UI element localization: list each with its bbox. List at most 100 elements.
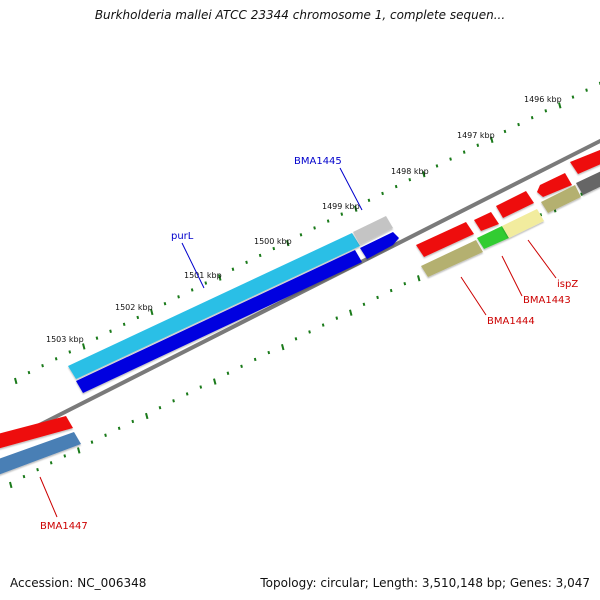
ruler-tick <box>340 212 344 216</box>
ruler-tick <box>571 95 575 99</box>
gene-labels[interactable]: BMA1445 purL ispZ BMA1443 BMA1444 BMA144… <box>39 156 578 532</box>
ruler-tick <box>158 405 162 410</box>
ruler-tick <box>476 143 480 147</box>
ruler-tick <box>226 371 230 375</box>
ruler-tick <box>530 115 534 120</box>
feature-green[interactable] <box>477 226 509 249</box>
ruler-tick <box>267 350 271 355</box>
callout-line-BMA1444 <box>460 276 487 316</box>
ruler-label: 1503 kbp <box>46 335 84 344</box>
feature-red-5[interactable] <box>570 146 600 174</box>
ruler-tick <box>199 385 203 389</box>
feature-red-1[interactable] <box>416 222 474 257</box>
ruler-tick <box>417 275 421 282</box>
ruler-tick <box>245 260 248 265</box>
ruler-label: 1497 kbp <box>457 131 495 140</box>
ruler-tick <box>253 357 257 362</box>
gene-label-purL[interactable]: purL <box>171 231 194 242</box>
ruler-tick <box>349 309 353 316</box>
ruler-tick <box>49 461 53 465</box>
ruler-label: 1502 kbp <box>115 303 153 312</box>
gene-label-ispZ[interactable]: ispZ <box>557 279 578 290</box>
callout-line-ispZ <box>527 239 557 279</box>
callout-line-BMA1443 <box>501 255 523 297</box>
feature-olive-right[interactable] <box>541 185 581 213</box>
ruler-tick <box>313 226 316 230</box>
callout-line-BMA1447 <box>39 476 58 518</box>
callout-line-purL <box>181 242 205 289</box>
ruler-tick <box>131 419 135 424</box>
ruler-tick <box>503 129 507 134</box>
ruler-tick <box>367 198 371 203</box>
ruler-tick <box>381 191 384 196</box>
feature-BMA1444[interactable] <box>421 240 483 277</box>
ruler-tick <box>558 102 562 109</box>
ruler-label: 1501 kbp <box>184 271 222 280</box>
ruler-tick <box>422 171 426 178</box>
ruler-labels: 1496 kbp 1497 kbp 1498 kbp 1499 kbp 1500… <box>46 95 562 344</box>
ruler-tick <box>54 357 58 361</box>
ruler-tick <box>539 213 543 217</box>
ruler-tick <box>272 246 276 251</box>
feature-track[interactable] <box>0 146 600 478</box>
callout-line-BMA1445 <box>339 167 363 211</box>
topology-summary: Topology: circular; Length: 3,510,148 bp… <box>260 576 590 590</box>
ruler-tick <box>213 378 217 385</box>
ruler-tick <box>117 426 121 431</box>
feature-darkgray-right[interactable] <box>576 167 600 195</box>
ruler-tick <box>163 301 167 306</box>
ruler-label: 1496 kbp <box>524 95 562 104</box>
ruler-tick <box>177 295 180 299</box>
gene-label-BMA1444[interactable]: BMA1444 <box>487 316 535 327</box>
gene-label-BMA1445[interactable]: BMA1445 <box>294 156 342 167</box>
ruler-tick <box>145 412 149 420</box>
ruler-tick <box>544 109 548 113</box>
ruler-tick <box>408 177 412 182</box>
ruler-tick <box>218 274 222 281</box>
ruler-label: 1500 kbp <box>254 237 292 246</box>
ruler-tick <box>376 295 379 300</box>
ruler-tick <box>22 474 26 479</box>
ruler-tick <box>63 454 67 458</box>
ruler-tick <box>403 281 407 286</box>
accession-text: Accession: NC_006348 <box>10 576 147 590</box>
ruler-tick <box>326 219 330 223</box>
ruler-tick <box>240 364 243 369</box>
backbone-line <box>0 138 600 448</box>
ruler-label: 1499 kbp <box>322 202 360 211</box>
ruler-tick <box>435 164 439 168</box>
map-title: Burkholderia mallei ATCC 23344 chromosom… <box>94 8 506 22</box>
feature-BMA1445[interactable] <box>76 250 362 393</box>
feature-red-3[interactable] <box>496 191 534 218</box>
feature-blue-small[interactable] <box>360 232 399 259</box>
ruler-tick <box>335 316 339 320</box>
ruler-tick <box>36 467 39 472</box>
ruler-tick <box>517 122 520 127</box>
feature-red-left[interactable] <box>0 416 73 451</box>
ruler-tick <box>354 205 358 212</box>
feature-red-4[interactable] <box>537 173 572 197</box>
feature-red-2[interactable] <box>474 212 499 231</box>
ruler-tick <box>580 192 583 196</box>
ruler-tick <box>82 343 86 350</box>
gene-label-BMA1447[interactable]: BMA1447 <box>40 521 88 532</box>
gene-label-BMA1443[interactable]: BMA1443 <box>523 295 571 306</box>
feature-BMA1447[interactable] <box>0 432 81 478</box>
feature-ispZ[interactable] <box>502 209 544 238</box>
ruler-tick <box>462 150 466 154</box>
feature-gray-segment[interactable] <box>353 216 393 245</box>
ruler-tick <box>90 440 94 444</box>
feature-purL[interactable] <box>68 233 360 379</box>
ruler-tick <box>14 377 18 385</box>
ruler-tick <box>172 399 175 403</box>
ruler-tick <box>185 392 189 396</box>
ruler-tick <box>258 253 262 258</box>
ruler-tick <box>449 157 452 161</box>
ruler-tick <box>77 447 81 454</box>
ruler-tick <box>104 433 107 437</box>
ruler-tick <box>231 267 235 271</box>
ruler-tick <box>204 281 208 285</box>
ruler-tick <box>27 370 31 375</box>
chromosome-backbone <box>0 138 600 448</box>
